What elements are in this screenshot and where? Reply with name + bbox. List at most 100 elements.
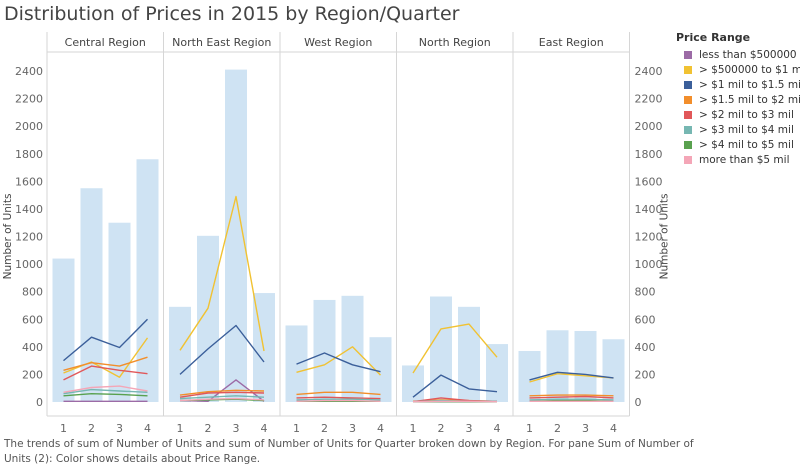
y-tick-label-left: 2400 [15,65,43,78]
bar [369,337,392,402]
legend-label: > $3 mil to $4 mil [699,123,794,136]
series-line [296,399,381,402]
legend-items: less than $500000 > $500000 to $1 mil > $1… [676,47,800,167]
x-tick-label: 4 [261,422,268,435]
x-tick-label: 4 [144,422,151,435]
legend-label: less than $500000 [699,48,797,61]
y-tick-label-left: 800 [22,286,43,299]
bar [108,222,131,402]
legend-swatch [684,110,692,119]
x-tick-label: 1 [526,422,533,435]
bars-layer [52,69,625,402]
series-line [179,324,265,375]
series-line [179,395,265,400]
legend-item[interactable]: less than $500000 [676,47,800,62]
legend-swatch [684,95,692,104]
region-header: East Region [539,36,604,49]
legend-label: > $1.5 mil to $2 mil [699,93,800,106]
y-tick-label-left: 200 [22,368,43,381]
bar [546,330,569,402]
x-tick-label: 4 [377,422,384,435]
y-tick-label-right: 200 [635,368,656,381]
series-line [63,318,148,362]
legend-item[interactable]: > $1 mil to $1.5 mil [676,77,800,92]
bar [52,258,75,402]
y-axis-title-left: Number of Units [2,194,14,280]
region-header: Central Region [65,36,146,49]
y-tick-label-right: 400 [635,341,656,354]
series-line [296,346,381,376]
legend-item[interactable]: > $4 mil to $5 mil [676,137,800,152]
bar [458,306,480,402]
legend-item[interactable]: > $2 mil to $3 mil [676,107,800,122]
bar [197,235,219,402]
page-title: Distribution of Prices in 2015 by Region… [4,3,460,25]
series-line [63,388,148,395]
y-tick-label-right: 2200 [635,93,663,106]
series-line [412,374,498,398]
series-line [296,396,381,400]
series-line [63,385,148,393]
legend-swatch [684,125,692,134]
y-tick-label-right: 1400 [635,203,663,216]
series-line [296,398,381,401]
series-line [529,395,614,399]
y-tick-label-left: 400 [22,341,43,354]
legend-swatch [684,155,692,164]
x-tick-label: 2 [438,422,445,435]
region-panels: Central Region North East Region West Regi… [46,32,630,417]
chart-caption: The trends of sum of Number of Units and… [4,438,694,465]
y-tick-label-right: 1800 [635,148,663,161]
legend-label: > $2 mil to $3 mil [699,108,794,121]
series-line [63,393,148,397]
x-tick-label: 1 [60,422,67,435]
legend-label: more than $5 mil [699,153,790,166]
series-line [63,365,148,381]
y-tick-label-right: 1000 [635,258,663,271]
legend-item[interactable]: more than $5 mil [676,152,800,167]
legend-swatch [684,80,692,89]
series-line [296,391,381,396]
region-header: North Region [419,36,491,49]
y-tick-label-left: 2000 [15,120,43,133]
series-line [179,389,265,396]
legend-item[interactable]: > $3 mil to $4 mil [676,122,800,137]
legend-item[interactable]: > $1.5 mil to $2 mil [676,92,800,107]
y-tick-label-right: 1200 [635,231,663,244]
x-tick-label: 3 [466,422,473,435]
x-tick-label: 3 [116,422,123,435]
y-tick-label-left: 1200 [15,231,43,244]
series-line [63,356,148,371]
y-tick-label-left: 0 [36,396,43,409]
y-tick-label-left: 1000 [15,258,43,271]
legend-swatch [684,65,692,74]
bar [518,350,541,402]
y-tick-label-left: 1400 [15,203,43,216]
series-line [529,373,614,383]
legend-title: Price Range [676,31,751,44]
bar [486,344,508,402]
x-tick-label: 4 [610,422,617,435]
bar [341,295,364,402]
bar [313,299,336,402]
lines-layer [63,195,614,403]
x-tick-label: 2 [205,422,212,435]
legend-swatch [684,140,692,149]
bar [574,330,597,402]
y-tick-label-left: 1800 [15,148,43,161]
y-tick-label-left: 1600 [15,175,43,188]
series-line [179,195,265,352]
legend-item[interactable]: > $500000 to $1 mil [676,62,800,77]
region-header: North East Region [172,36,271,49]
y-tick-label-right: 800 [635,286,656,299]
bar [602,339,625,402]
x-tick-label: 3 [233,422,240,435]
y-tick-label-left: 600 [22,313,43,326]
series-line [529,371,614,381]
x-tick-label: 2 [321,422,328,435]
bar [136,159,159,402]
bar [225,69,247,402]
series-line [179,391,265,398]
